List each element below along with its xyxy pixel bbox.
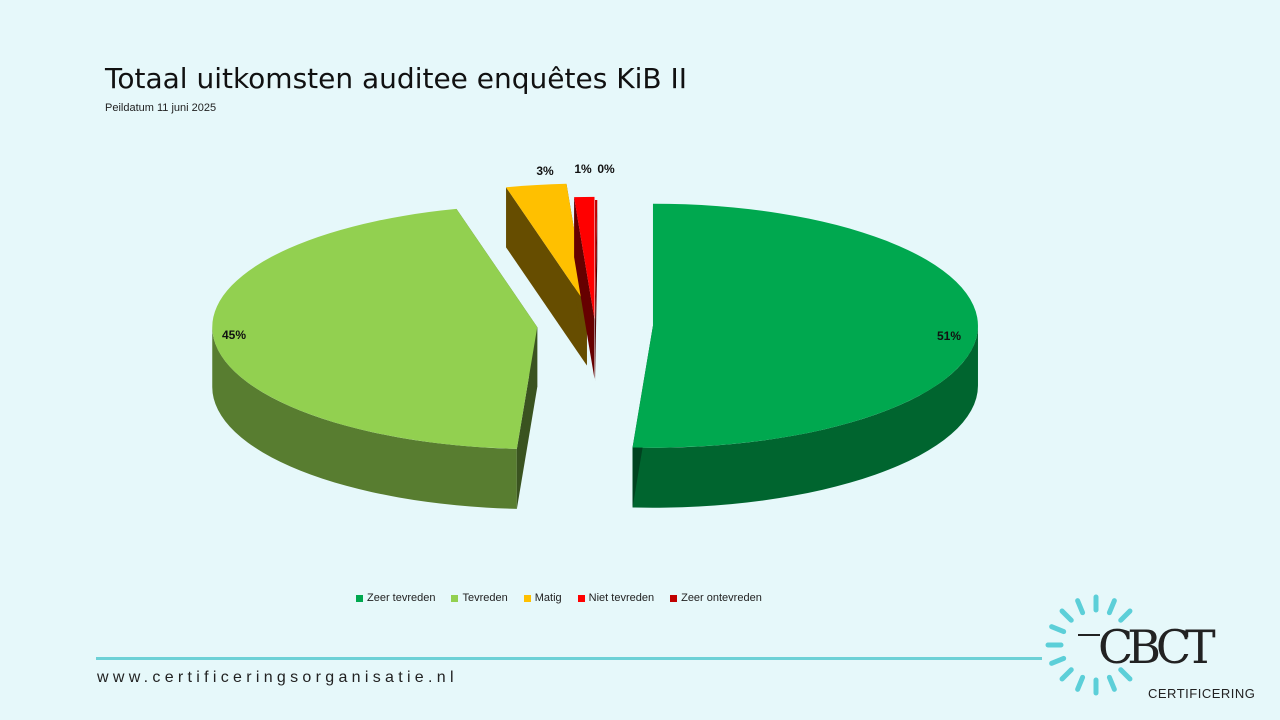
legend-swatch (451, 594, 459, 602)
data-label: 0% (597, 162, 615, 176)
footer-url: www.certificeringsorganisatie.nl (97, 669, 458, 686)
data-label: 1% (574, 162, 592, 176)
sunburst-icon (1045, 594, 1133, 696)
sunburst-ray (1049, 624, 1067, 635)
pie-slice-cut (574, 197, 595, 379)
data-label: 45% (222, 328, 246, 342)
data-label: 3% (536, 164, 554, 178)
page-subtitle: Peildatum 11 juni 2025 (105, 102, 217, 114)
legend-swatch (577, 594, 585, 602)
sunburst-ray (1075, 598, 1086, 616)
pie-slice-top (595, 199, 598, 322)
pie-slice-top (574, 196, 595, 319)
pie-slice-cut (506, 187, 587, 366)
pie-slice-top (632, 203, 978, 448)
sunburst-ray (1059, 608, 1074, 623)
sunburst-ray (1075, 674, 1086, 692)
chart-legend: Zeer tevreden Tevreden Matig Niet tevred… (356, 592, 762, 604)
sunburst-ray (1106, 674, 1117, 692)
legend-item-zeer-tevreden: Zeer tevreden (356, 592, 435, 604)
data-label: 51% (937, 329, 961, 343)
sunburst-ray (1059, 667, 1074, 682)
logo-wordmark: CBCT (1098, 620, 1216, 674)
legend-item-niet-tevreden: Niet tevreden (577, 592, 655, 604)
pie-slice (506, 183, 587, 366)
pie-slice (574, 196, 595, 379)
logo-tagline: CERTIFICERING (1148, 686, 1255, 701)
legend-label: Matig (534, 592, 562, 604)
pie-slice (595, 199, 598, 382)
sunburst-ray (1118, 608, 1133, 623)
pie-slice (212, 208, 538, 509)
sunburst-ray (1049, 655, 1067, 666)
pie-slice-side (212, 327, 517, 509)
legend-label: Zeer ontevreden (681, 592, 762, 604)
page-title: Totaal uitkomsten auditee enquêtes KiB I… (105, 62, 687, 95)
sunburst-ray (1118, 667, 1133, 682)
pie-slice-cut (595, 199, 598, 382)
pie-slice (632, 203, 978, 508)
legend-label: Zeer tevreden (367, 592, 436, 604)
pie-slices (212, 183, 978, 509)
footer-divider (96, 657, 1042, 660)
legend-swatch (670, 594, 678, 602)
legend-item-zeer-ontevreden: Zeer ontevreden (670, 592, 762, 604)
legend-label: Niet tevreden (588, 592, 655, 604)
legend-label: Tevreden (462, 592, 508, 604)
pie-slice-top (212, 208, 538, 449)
cbct-logo: CBCT CERTIFICERING (1045, 594, 1255, 701)
sunburst-ray (1106, 598, 1117, 616)
legend-swatch (523, 594, 531, 602)
pie-slice-side (632, 325, 978, 508)
pie-slice-top (506, 183, 587, 306)
legend-item-tevreden: Tevreden (451, 592, 508, 604)
legend-swatch (356, 594, 363, 602)
legend-item-matig: Matig (523, 592, 562, 604)
